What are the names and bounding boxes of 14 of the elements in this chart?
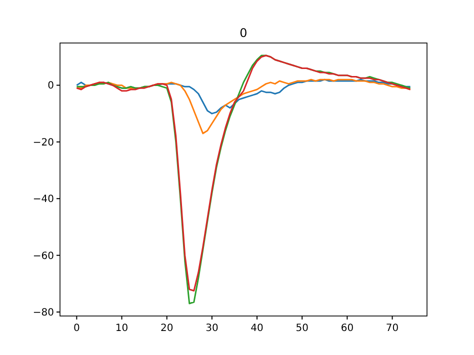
y-tick-label: −60 bbox=[32, 250, 54, 262]
x-tick-label: 10 bbox=[115, 323, 128, 334]
y-tick-label: −20 bbox=[32, 137, 54, 148]
x-tick-label: 20 bbox=[160, 323, 174, 334]
y-tick-label: −40 bbox=[32, 194, 54, 206]
x-tick-label: 40 bbox=[250, 323, 264, 334]
x-tick-label: 50 bbox=[296, 323, 308, 334]
chart-title: 0 bbox=[240, 26, 248, 40]
y-tick-label: −80 bbox=[32, 308, 54, 319]
x-tick-label: 70 bbox=[386, 323, 399, 334]
x-tick-label: 60 bbox=[340, 323, 354, 334]
x-tick-label: 30 bbox=[206, 323, 218, 334]
y-tick-label: 0 bbox=[48, 80, 54, 92]
x-tick-label: 0 bbox=[73, 323, 80, 334]
